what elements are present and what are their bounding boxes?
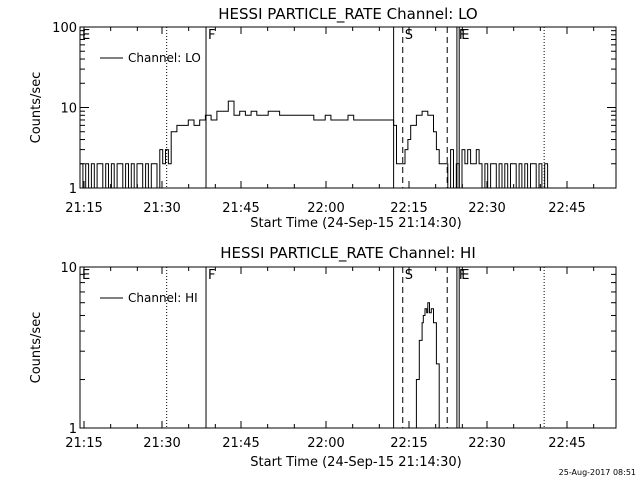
- x-tick-label: 22:15: [390, 201, 427, 216]
- series-line-1: [80, 100, 549, 189]
- event-marker-label: E: [82, 28, 90, 43]
- y-axis: 1 10 Counts/sec: [29, 261, 616, 437]
- chart-title: HESSI PARTICLE_RATE Channel: LO: [218, 5, 477, 24]
- x-axis-label: Start Time (24-Sep-15 21:14:30): [250, 216, 461, 231]
- x-tick-label: 21:45: [222, 436, 259, 451]
- legend-label: Channel: LO: [128, 51, 201, 65]
- chart-title: HESSI PARTICLE_RATE Channel: HI: [220, 244, 476, 263]
- x-tick-label: 22:45: [548, 436, 585, 451]
- legend-label: Channel: HI: [128, 291, 198, 305]
- event-markers: E F S FE: [79, 267, 545, 428]
- y-tick-label: 1: [69, 182, 77, 197]
- event-marker-label: E: [461, 268, 469, 283]
- y-axis: 1 10 100 Counts/sec: [29, 21, 616, 197]
- y-axis-label: Counts/sec: [29, 72, 44, 144]
- chart-panel-1: HESSI PARTICLE_RATE Channel: LOE F S FEChan…: [29, 5, 617, 231]
- event-marker-label: F: [459, 28, 466, 43]
- x-tick-label: 22:45: [548, 201, 585, 216]
- event-marker-label: F: [208, 268, 215, 283]
- x-tick-label: 21:30: [143, 201, 180, 216]
- x-axis-label: Start Time (24-Sep-15 21:14:30): [250, 455, 461, 470]
- x-tick-label: 22:00: [307, 201, 344, 216]
- x-tick-label: 21:45: [222, 201, 259, 216]
- y-tick-label: 100: [52, 21, 77, 36]
- x-tick-label: 22:30: [468, 436, 505, 451]
- event-markers: E F S FE: [79, 27, 545, 188]
- y-tick-label: 10: [60, 102, 77, 117]
- x-tick-label: 21:30: [143, 436, 180, 451]
- plot-frame: [79, 266, 617, 429]
- x-tick-label: 22:15: [390, 436, 427, 451]
- chart-panel-2: HESSI PARTICLE_RATE Channel: HIE F S FEChan…: [29, 244, 617, 470]
- x-tick-label: 22:30: [468, 201, 505, 216]
- event-marker-label: E: [82, 268, 90, 283]
- x-tick-label: 21:15: [65, 436, 102, 451]
- event-marker-label: F: [208, 28, 215, 43]
- event-marker-label: S: [405, 28, 413, 43]
- x-axis: 21:15 21:30 21:45 22:00 22:15 22:30 22:45 Start…: [65, 27, 595, 231]
- x-tick-label: 22:00: [307, 436, 344, 451]
- x-tick-label: 21:15: [65, 201, 102, 216]
- event-marker-label: E: [461, 28, 469, 43]
- series-line-1: [413, 302, 440, 429]
- y-tick-label: 1: [69, 422, 77, 437]
- event-marker-label: S: [405, 268, 413, 283]
- y-axis-label: Counts/sec: [29, 312, 44, 384]
- event-marker-label: F: [459, 268, 466, 283]
- footer-timestamp: 25-Aug-2017 08:51: [559, 468, 636, 477]
- y-tick-label: 10: [60, 261, 77, 276]
- x-axis: 21:15 21:30 21:45 22:00 22:15 22:30 22:45 Start…: [65, 267, 595, 470]
